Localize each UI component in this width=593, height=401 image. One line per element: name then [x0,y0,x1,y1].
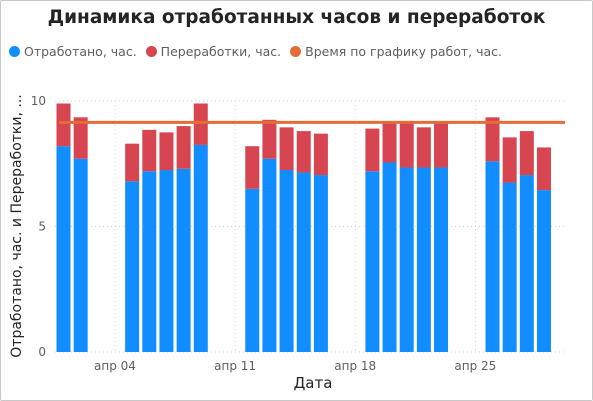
bar-overtime [159,132,174,171]
bar-overtime [382,122,397,163]
x-tick-label: апр 25 [454,359,496,373]
bar-worked [519,175,534,352]
chart-legend: Отработано, час. Переработки, час. Время… [9,44,511,59]
legend-item-schedule[interactable]: Время по графику работ, час. [290,44,502,59]
legend-item-worked[interactable]: Отработано, час. [9,44,137,59]
bar-worked [296,172,311,352]
bar-overtime [485,117,500,162]
legend-label-worked: Отработано, час. [24,44,137,59]
bar-overtime [416,127,431,168]
bar-worked [485,161,500,352]
y-axis-ticks: 0 5 10 [31,94,46,359]
legend-label-overtime: Переработки, час. [160,44,282,59]
bar-overtime [262,119,277,159]
legend-marker-overtime [145,46,157,57]
bar-worked [245,188,260,352]
bar-worked [279,170,294,352]
bar-overtime [365,128,380,172]
bar-overtime [176,126,191,169]
y-axis-label: Отработано, час. и Переработки, ... [9,94,25,358]
bar-worked [56,146,71,352]
x-axis-label: Дата [293,374,333,392]
bar-worked [262,158,277,352]
bar-worked [502,182,517,352]
bar-overtime [73,117,88,159]
bar-overtime [296,131,311,173]
y-tick-label: 10 [31,94,46,108]
bar-overtime [519,131,534,176]
bar-worked [416,167,431,352]
grid-lines [55,100,567,353]
bar-overtime [245,146,260,189]
bar-worked [125,181,140,352]
bars [56,103,551,352]
bar-worked [142,171,157,352]
bar-worked [176,168,191,352]
bar-overtime [125,143,140,182]
chart-title: Динамика отработанных часов и переработо… [47,7,546,28]
bar-overtime [313,133,328,176]
bar-worked [382,162,397,352]
bar-overtime [536,147,551,191]
legend-label-schedule: Время по графику работ, час. [305,44,503,59]
x-tick-label: апр 18 [334,359,376,373]
bar-worked [399,167,414,352]
x-tick-label: апр 04 [94,359,136,373]
bar-overtime [193,103,208,145]
y-tick-label: 0 [38,345,46,359]
bar-worked [73,158,88,352]
bar-worked [313,175,328,352]
bar-worked [434,167,449,352]
bar-overtime [399,122,414,168]
bar-overtime [279,127,294,171]
bar-worked [536,190,551,352]
bar-overtime [142,129,157,172]
bar-worked [159,170,174,352]
bar-overtime [56,103,71,147]
x-axis-ticks: апр 04 апр 11 апр 18 апр 25 [94,359,496,373]
bar-worked [365,171,380,352]
legend-marker-schedule [290,46,302,57]
x-tick-label: апр 11 [214,359,256,373]
bar-worked [193,144,208,352]
bar-overtime [434,122,449,168]
legend-marker-worked [9,46,20,57]
legend-item-overtime[interactable]: Переработки, час. [145,44,282,59]
y-tick-label: 5 [38,220,46,234]
bar-overtime [502,137,517,183]
